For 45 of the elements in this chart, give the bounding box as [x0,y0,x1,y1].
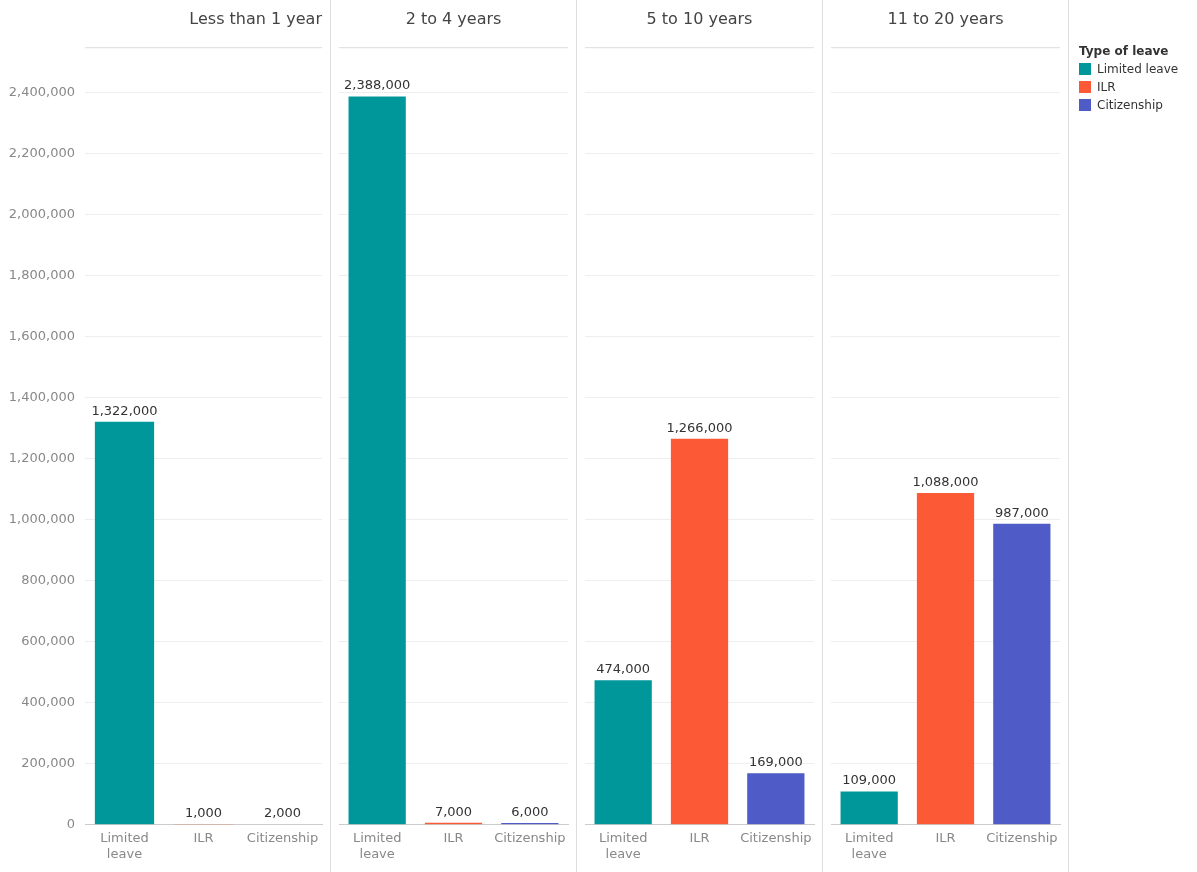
x-tick-label: ILR [935,829,956,845]
y-tick-label: 200,000 [21,755,75,771]
y-tick-label: 0 [66,816,75,832]
y-tick-label: 1,000,000 [8,511,75,527]
x-tick-label: ILR [193,829,214,845]
data-label: 2,000 [263,805,302,821]
chart-title: 11 to 20 years [887,8,1004,28]
x-tick-label: Limited leave [598,829,648,861]
y-tick-label: 1,200,000 [8,450,75,466]
y-tick-label: 1,800,000 [8,267,75,283]
x-tick-label: ILR [689,829,710,845]
x-tick-label: Limited leave [844,829,894,861]
y-tick-label: 1,400,000 [8,389,75,405]
data-label: 1,000 [184,805,223,821]
data-label: 6,000 [511,803,549,819]
legend-title: Type of leave [1079,44,1170,58]
x-tick-label: Limited leave [100,829,149,861]
data-label: 1,322,000 [91,402,158,418]
data-label: 1,088,000 [912,473,979,489]
y-tick-label: 2,400,000 [8,84,75,100]
data-label: 109,000 [842,772,897,788]
data-label: 169,000 [748,754,803,770]
x-tick-label: Citizenship [986,829,1058,845]
x-tick-label: Citizenship [494,829,566,845]
y-tick-label: 2,000,000 [8,206,75,222]
data-label: 987,000 [994,504,1049,520]
y-tick-label: 600,000 [21,633,75,649]
legend-label: Citizenship [1097,98,1163,112]
data-label: 1,266,000 [666,419,733,435]
data-label: 7,000 [434,803,473,819]
chart-title: 5 to 10 years [646,8,753,28]
legend-label: Limited leave [1097,62,1179,76]
chart-title: Less than 1 year [189,8,323,28]
x-tick-label: Citizenship [246,829,319,845]
chart-title: 2 to 4 years [405,8,502,28]
data-label: 474,000 [596,661,651,677]
y-tick-label: 800,000 [21,572,75,588]
x-tick-label: Citizenship [740,829,812,845]
x-tick-label: ILR [443,829,464,845]
data-label: 2,388,000 [344,77,411,93]
y-tick-label: 1,600,000 [8,328,75,344]
x-tick-label: Limited leave [352,829,402,861]
y-tick-label: 2,200,000 [8,145,75,161]
legend-label: ILR [1097,80,1116,94]
y-tick-label: 400,000 [21,694,75,710]
